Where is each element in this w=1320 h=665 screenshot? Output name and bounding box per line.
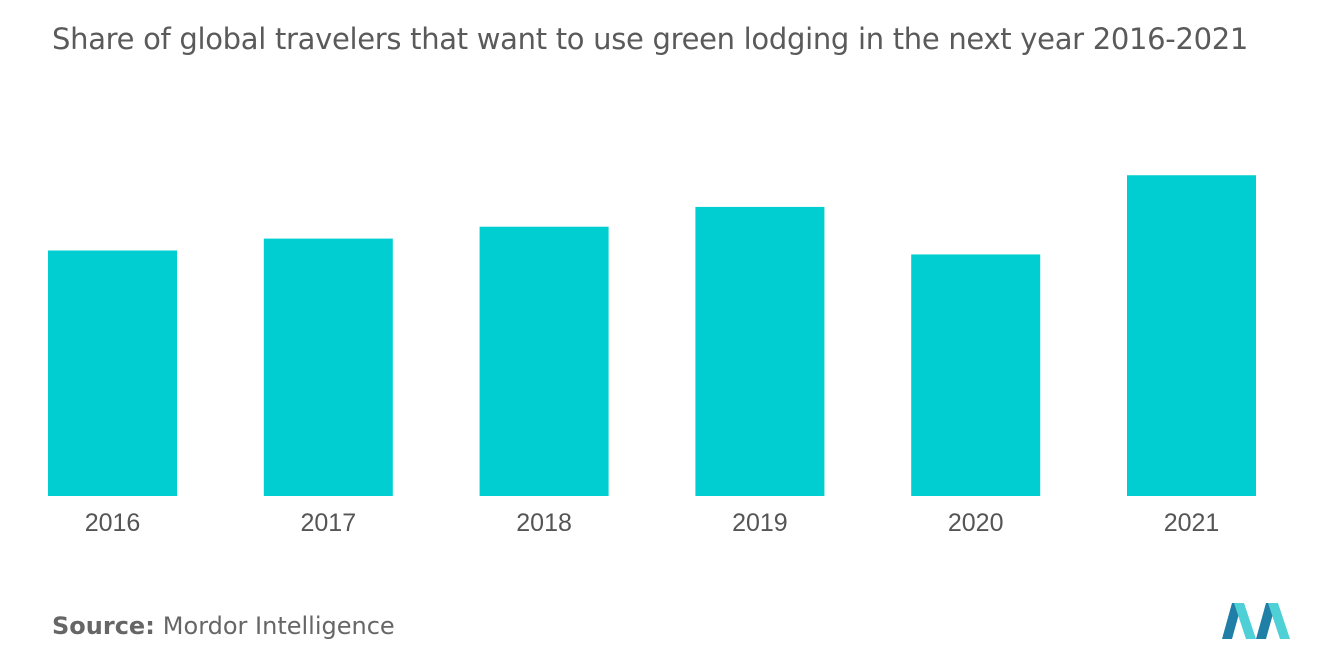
x-tick-labels: 2016 2017 2018 2019 2020 2021 [85,509,1220,537]
source-note: Source: Mordor Intelligence [52,612,395,640]
bars-group [48,175,1256,497]
source-text: Mordor Intelligence [162,612,395,640]
x-tick-label-2016: 2016 [85,509,141,537]
x-tick-label-2017: 2017 [300,509,356,537]
x-tick-label-2021: 2021 [1164,509,1220,537]
bar-2018 [479,226,609,496]
x-tick-label-2020: 2020 [948,509,1004,537]
bar-2016 [48,250,177,496]
mordor-intelligence-logo [1222,603,1290,639]
source-label: Source: [52,612,155,640]
x-tick-label-2018: 2018 [516,509,572,537]
bar-2020 [911,254,1041,496]
chart-title: Share of global travelers that want to u… [52,22,1249,56]
bar-chart: 2016 2017 2018 2019 2020 2021 [48,175,1256,537]
bar-2019 [695,206,825,497]
bar-2017 [263,238,393,496]
x-tick-label-2019: 2019 [732,509,788,537]
bar-2021 [1127,175,1256,497]
